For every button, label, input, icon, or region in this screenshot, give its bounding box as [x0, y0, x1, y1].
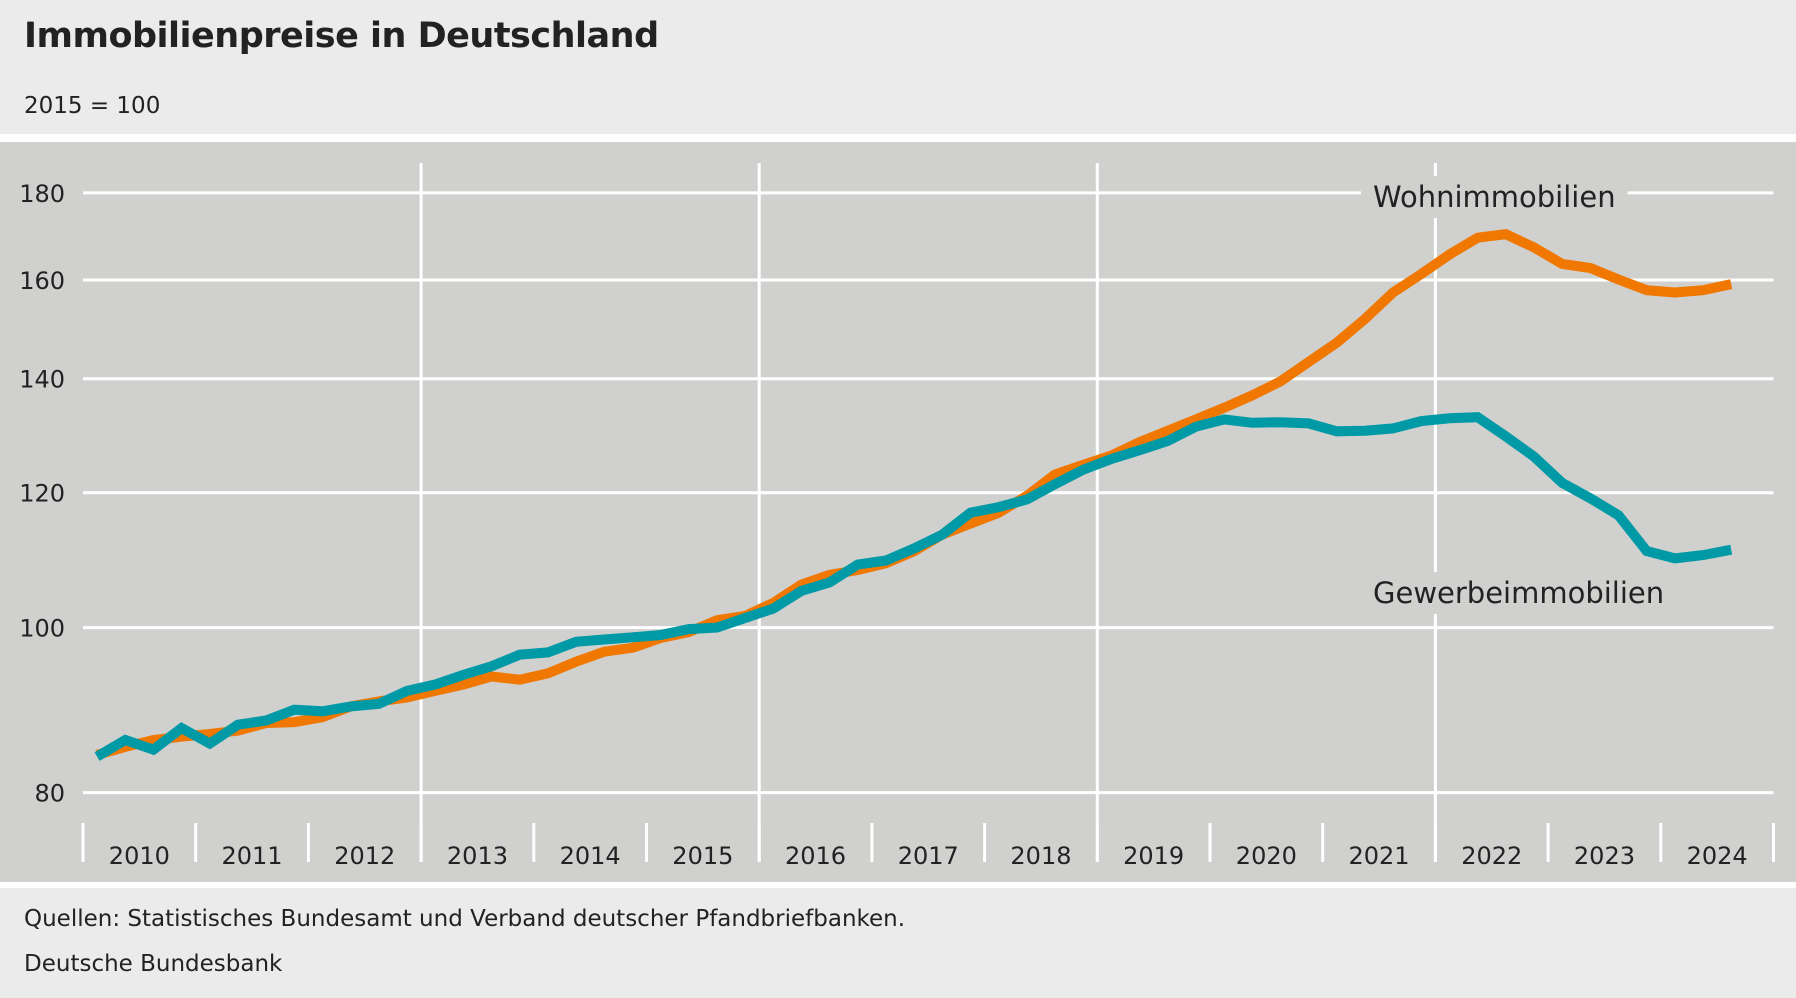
y-tick-label: 160 [19, 267, 65, 295]
x-tick-label: 2012 [334, 842, 395, 870]
series-lines [94, 229, 1733, 761]
label-background [1361, 176, 1628, 218]
label-background [1361, 572, 1677, 614]
x-tick-label: 2020 [1236, 842, 1297, 870]
x-axis-ticks: 2010 2011 2012 2013 2014 2015 2016 2017 2018 2019… [81, 823, 1775, 870]
plot-panel [0, 142, 1796, 882]
y-tick-label: 140 [19, 366, 65, 394]
series-line-wohnimmobilien [95, 229, 1733, 760]
y-tick-label: 100 [19, 615, 65, 643]
x-tick-label: 2013 [447, 842, 508, 870]
x-tick-label: 2017 [898, 842, 959, 870]
source-note: Quellen: Statistisches Bundesamt und Ver… [24, 906, 906, 932]
y-tick-label: 120 [19, 480, 65, 508]
series-label: Gewerbeimmobilien [1373, 576, 1664, 610]
header-divider [0, 134, 1796, 142]
series-line-gewerbeimmobilien [94, 412, 1733, 761]
y-tick-label: 80 [34, 780, 65, 808]
x-tick-label: 2024 [1687, 842, 1748, 870]
x-tick-label: 2016 [785, 842, 846, 870]
gridlines [83, 163, 1774, 862]
x-tick-label: 2021 [1349, 842, 1410, 870]
x-tick-label: 2015 [672, 842, 733, 870]
footer-divider [0, 882, 1796, 888]
x-tick-label: 2018 [1010, 842, 1071, 870]
y-axis-ticks: 80 100 120 140 160 180 [19, 180, 65, 808]
series-labels: Wohnimmobilien Gewerbeimmobilien [1361, 176, 1677, 614]
x-tick-label: 2014 [560, 842, 621, 870]
x-tick-label: 2010 [109, 842, 170, 870]
chart-subtitle: 2015 = 100 [24, 93, 161, 119]
x-tick-label: 2023 [1574, 842, 1635, 870]
x-tick-label: 2011 [222, 842, 283, 870]
y-tick-label: 180 [19, 180, 65, 208]
x-tick-label: 2019 [1123, 842, 1184, 870]
chart-title: Immobilienpreise in Deutschland [24, 16, 659, 56]
publisher-note: Deutsche Bundesbank [24, 951, 283, 977]
x-tick-label: 2022 [1461, 842, 1522, 870]
series-label: Wohnimmobilien [1373, 180, 1616, 214]
